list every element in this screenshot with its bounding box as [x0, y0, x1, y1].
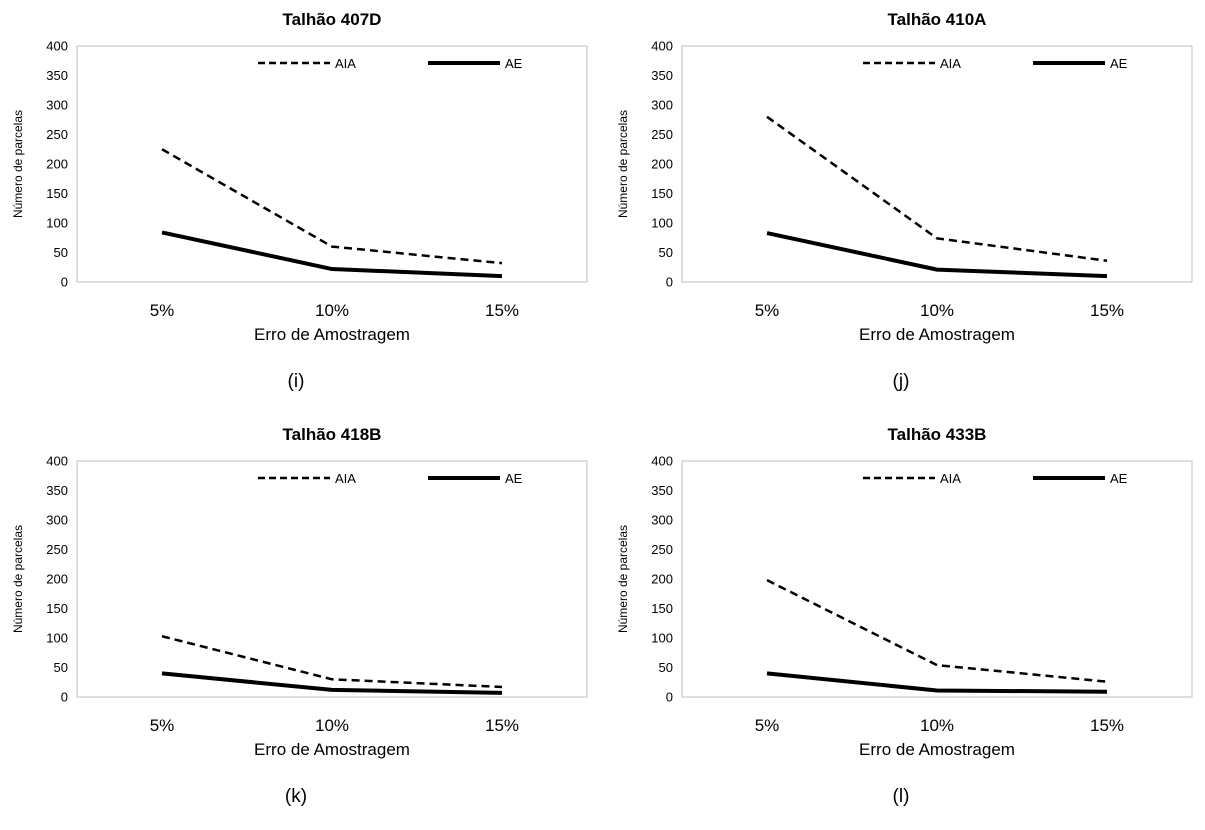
y-tick-label: 250 [46, 127, 68, 142]
x-axis-label: Erro de Amostragem [859, 325, 1015, 344]
y-tick-label: 400 [651, 454, 673, 469]
x-tick-label: 15% [1090, 301, 1124, 320]
x-tick-label: 15% [485, 301, 519, 320]
y-tick-label: 350 [651, 68, 673, 83]
y-tick-label: 300 [46, 98, 68, 113]
chart-title: Talhão 433B [888, 425, 987, 444]
plot-area-frame [681, 460, 1193, 698]
y-tick-label: 0 [61, 690, 68, 705]
y-tick-label: 400 [651, 39, 673, 54]
chart-svg-k: Talhão 418B 0 50 100 150 200 250 300 350 400 Númer… [11, 425, 588, 807]
y-tick-label: 50 [659, 245, 673, 260]
legend-label-ae: AE [1110, 56, 1128, 71]
chart-panel-l: Talhão 433B 0 50 100 150 200 250 300 350 400 Númer… [605, 415, 1205, 830]
y-tick-label: 400 [46, 454, 68, 469]
y-tick-label: 250 [651, 127, 673, 142]
y-tick-label: 200 [651, 572, 673, 587]
chart-svg-l: Talhão 433B 0 50 100 150 200 250 300 350 400 Númer… [616, 425, 1193, 807]
chart-panel-i: Talhão 407D 0 50 100 150 200 250 300 350 400 Númer… [0, 0, 600, 415]
y-axis-label: Número de parcelas [11, 525, 25, 633]
y-tick-label: 100 [651, 216, 673, 231]
y-tick-label: 350 [651, 483, 673, 498]
chart-caption: (i) [288, 371, 305, 392]
x-axis-label: Erro de Amostragem [254, 325, 410, 344]
y-tick-label: 200 [651, 157, 673, 172]
series-line-ae [766, 671, 1108, 694]
series-line-ae [161, 671, 503, 695]
y-tick-label: 350 [46, 68, 68, 83]
series-line-ae [161, 230, 503, 279]
chart-caption: (l) [893, 786, 910, 807]
y-tick-label: 400 [46, 39, 68, 54]
y-tick-label: 150 [46, 601, 68, 616]
y-tick-label: 100 [651, 631, 673, 646]
y-tick-label: 250 [651, 542, 673, 557]
x-axis-label: Erro de Amostragem [254, 740, 410, 759]
y-tick-label: 300 [46, 513, 68, 528]
chart-caption: (k) [285, 786, 307, 807]
y-tick-label: 50 [659, 660, 673, 675]
x-tick-label: 15% [485, 716, 519, 735]
chart-svg-j: Talhão 410A 0 50 100 150 200 250 300 350 400 Númer… [616, 10, 1193, 392]
y-tick-label: 300 [651, 513, 673, 528]
x-tick-label: 5% [755, 301, 780, 320]
plot-area-frame [681, 45, 1193, 283]
chart-panel-j: Talhão 410A 0 50 100 150 200 250 300 350 400 Númer… [605, 0, 1205, 415]
y-axis-label: Número de parcelas [11, 110, 25, 218]
x-tick-label: 5% [755, 716, 780, 735]
y-tick-label: 0 [666, 690, 673, 705]
chart-title: Talhão 418B [283, 425, 382, 444]
y-tick-label: 0 [61, 275, 68, 290]
x-tick-label: 10% [920, 301, 954, 320]
y-tick-label: 200 [46, 157, 68, 172]
y-axis-label: Número de parcelas [616, 525, 630, 633]
y-tick-label: 200 [46, 572, 68, 587]
legend-label-ae: AE [505, 471, 523, 486]
legend-label-aia: AIA [335, 471, 356, 486]
legend-label-ae: AE [1110, 471, 1128, 486]
y-tick-label: 350 [46, 483, 68, 498]
legend-label-aia: AIA [940, 56, 961, 71]
chart-panel-k: Talhão 418B 0 50 100 150 200 250 300 350 400 Númer… [0, 415, 600, 830]
x-tick-label: 15% [1090, 716, 1124, 735]
series-line-aia [766, 579, 1108, 683]
y-tick-label: 150 [46, 186, 68, 201]
y-tick-label: 250 [46, 542, 68, 557]
chart-title: Talhão 410A [888, 10, 987, 29]
y-tick-label: 100 [46, 216, 68, 231]
y-axis-label: Número de parcelas [616, 110, 630, 218]
chart-title: Talhão 407D [283, 10, 382, 29]
x-tick-label: 5% [150, 716, 175, 735]
x-tick-label: 10% [920, 716, 954, 735]
x-tick-label: 10% [315, 301, 349, 320]
chart-svg-i: Talhão 407D 0 50 100 150 200 250 300 350 400 Númer… [11, 10, 588, 392]
y-tick-label: 50 [54, 245, 68, 260]
y-tick-label: 300 [651, 98, 673, 113]
x-tick-label: 10% [315, 716, 349, 735]
plot-area-frame [76, 45, 588, 283]
legend-label-aia: AIA [335, 56, 356, 71]
legend-label-aia: AIA [940, 471, 961, 486]
plot-area-frame [76, 460, 588, 698]
y-tick-label: 0 [666, 275, 673, 290]
series-line-aia [161, 148, 503, 265]
x-axis-label: Erro de Amostragem [859, 740, 1015, 759]
y-tick-label: 150 [651, 186, 673, 201]
chart-caption: (j) [893, 371, 910, 392]
series-line-aia [766, 115, 1108, 262]
legend-label-ae: AE [505, 56, 523, 71]
y-tick-label: 100 [46, 631, 68, 646]
x-tick-label: 5% [150, 301, 175, 320]
y-tick-label: 50 [54, 660, 68, 675]
y-tick-label: 150 [651, 601, 673, 616]
